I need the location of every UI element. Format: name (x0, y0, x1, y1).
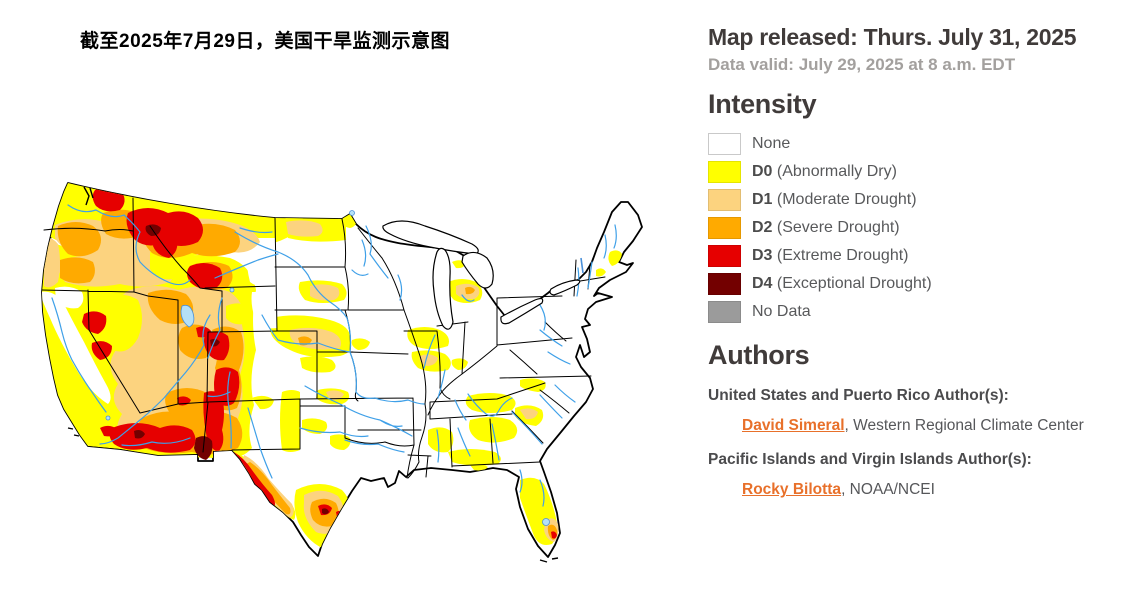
legend-row-none: None (708, 130, 1134, 158)
swatch-d4 (708, 273, 741, 295)
author-affiliation-us-pr: , Western Regional Climate Center (844, 417, 1084, 434)
legend-label-d1: (Moderate Drought) (772, 191, 917, 208)
legend-row-nodata: No Data (708, 298, 1134, 326)
swatch-d0 (708, 161, 741, 183)
coast-details (67, 186, 559, 563)
intensity-legend: None D0 (Abnormally Dry) D1 (Moderate Dr… (708, 130, 1134, 326)
data-valid-subheading: Data valid: July 29, 2025 at 8 a.m. EDT (708, 55, 1016, 74)
swatch-d3 (708, 245, 741, 267)
legend-label-none: None (752, 135, 791, 152)
swatch-d1 (708, 189, 741, 211)
legend-row-d3: D3 (Extreme Drought) (708, 242, 1134, 270)
author-group-pacific-virgin: Pacific Islands and Virgin Islands Autho… (708, 451, 1032, 468)
great-lakes (382, 220, 581, 330)
legend-label-d2: (Severe Drought) (772, 219, 900, 236)
legend-row-d1: D1 (Moderate Drought) (708, 186, 1134, 214)
author-line-pacific-virgin: Rocky Bilotta, NOAA/NCEI (742, 481, 1134, 499)
map-released-heading: Map released: Thurs. July 31, 2025 (708, 24, 1077, 50)
info-panel: Map released: Thurs. July 31, 2025 Data … (708, 24, 1134, 513)
legend-label-d0: (Abnormally Dry) (772, 163, 897, 180)
authors-block: United States and Puerto Rico Author(s):… (708, 387, 1134, 499)
state-borders (41, 197, 606, 479)
drought-layers (42, 183, 622, 548)
legend-label-nodata: No Data (752, 303, 811, 320)
small-lakes (105, 210, 584, 526)
authors-heading: Authors (708, 340, 810, 370)
swatch-none (708, 133, 741, 155)
author-group-us-pr: United States and Puerto Rico Author(s): (708, 387, 1009, 404)
swatch-nodata (708, 301, 741, 323)
drought-map (41, 182, 643, 563)
legend-row-d2: D2 (Severe Drought) (708, 214, 1134, 242)
page-title: 截至2025年7月29日，美国干旱监测示意图 (80, 31, 450, 52)
legend-label-d3: (Extreme Drought) (772, 247, 909, 264)
author-link-david-simeral[interactable]: David Simeral (742, 417, 845, 434)
legend-label-d4: (Exceptional Drought) (772, 275, 932, 292)
author-line-us-pr: David Simeral, Western Regional Climate … (742, 417, 1134, 435)
author-link-rocky-bilotta[interactable]: Rocky Bilotta (742, 481, 842, 498)
legend-row-d4: D4 (Exceptional Drought) (708, 270, 1134, 298)
legend-row-d0: D0 (Abnormally Dry) (708, 158, 1134, 186)
swatch-d2 (708, 217, 741, 239)
us-drought-map-svg (41, 182, 643, 563)
intensity-heading: Intensity (708, 89, 817, 119)
author-affiliation-pacific-virgin: , NOAA/NCEI (841, 481, 935, 498)
